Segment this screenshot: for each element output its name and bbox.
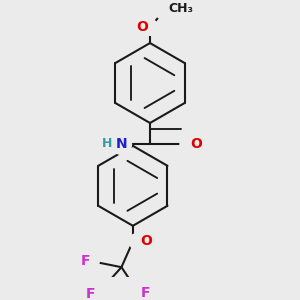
Circle shape [112, 134, 131, 154]
Text: CH₃: CH₃ [169, 2, 194, 15]
Circle shape [91, 288, 103, 300]
Circle shape [132, 286, 145, 299]
Text: F: F [85, 287, 95, 300]
Text: O: O [137, 20, 148, 34]
Text: O: O [140, 235, 152, 248]
Circle shape [129, 233, 145, 250]
Circle shape [180, 136, 197, 153]
Text: N: N [116, 137, 128, 151]
Text: F: F [141, 286, 150, 300]
Text: O: O [190, 137, 202, 152]
Text: H: H [101, 137, 112, 150]
Circle shape [154, 0, 177, 20]
Text: F: F [81, 254, 91, 268]
Circle shape [142, 20, 158, 35]
Circle shape [87, 255, 99, 268]
